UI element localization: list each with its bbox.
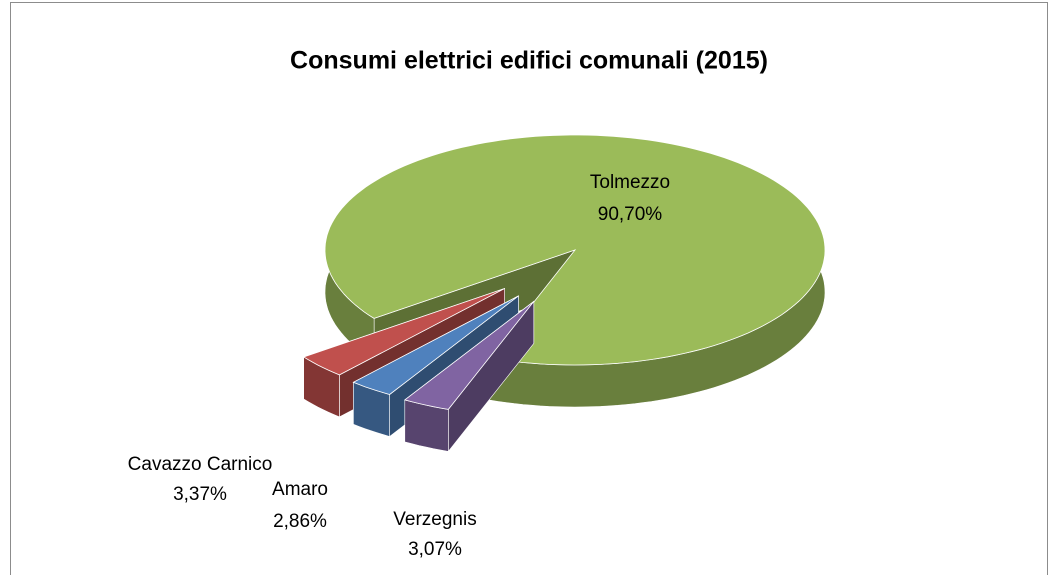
slice-top [352, 295, 519, 395]
slice-top [324, 134, 826, 366]
slice-label: Verzegnis [393, 509, 476, 530]
chart-frame [10, 2, 1048, 575]
slice [403, 300, 535, 453]
chart-title: Consumi elettrici edifici comunali (2015… [290, 47, 768, 75]
slice-label: Tolmezzo [590, 172, 670, 193]
slice-label: Amaro [272, 479, 328, 500]
slice-value-label: 3,37% [173, 484, 227, 505]
slice-value-label: 3,07% [408, 539, 462, 560]
pie [302, 134, 826, 453]
slice-label: Cavazzo Carnico [128, 454, 273, 475]
labels: Tolmezzo 90,70% Cavazzo Carnico 3,37% Amaro 2… [128, 172, 670, 560]
slice-value-label: 90,70% [598, 204, 663, 225]
slice-top [302, 288, 505, 376]
slice-top [403, 301, 535, 410]
slice-value-label: 2,86% [273, 511, 327, 532]
